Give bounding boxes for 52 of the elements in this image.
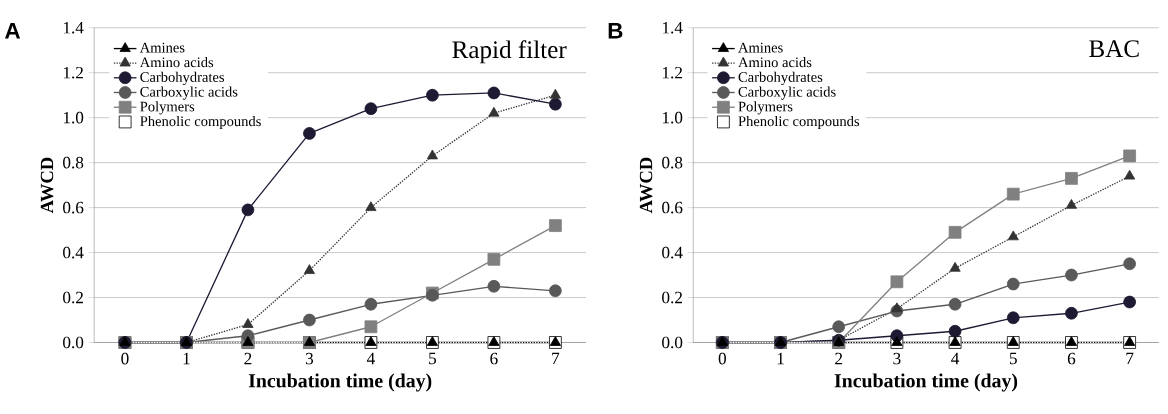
chart-title: BAC <box>1089 40 1139 58</box>
x-tick-label: 7 <box>552 352 560 365</box>
y-tick-label: 0.4 <box>662 246 683 259</box>
legend-label: Amines <box>738 42 783 53</box>
x-axis-title: Incubation time (day) <box>248 373 432 392</box>
legend-label: Carbohydrates <box>140 71 225 86</box>
legend-label: Carboxylic acids <box>140 86 238 100</box>
x-tick-label: 1 <box>183 352 190 365</box>
y-tick-label: 1.0 <box>63 111 84 124</box>
y-tick-label: 1.2 <box>662 66 682 79</box>
x-tick-label: 5 <box>1009 352 1017 365</box>
legend-label: Amino acids <box>139 57 214 68</box>
x-tick-label: 3 <box>893 352 901 365</box>
legend-label: Polymers <box>738 101 793 115</box>
x-tick-label: 2 <box>244 352 252 365</box>
y-tick-label: 0.6 <box>63 201 84 214</box>
y-tick-label: 0.8 <box>662 156 683 169</box>
legend-label: Phenolic compounds <box>140 115 261 130</box>
y-tick-label: 0.2 <box>63 291 83 304</box>
x-tick-label: 7 <box>1126 352 1134 365</box>
x-tick-label: 0 <box>121 352 129 365</box>
y-tick-label: 1.2 <box>63 66 83 79</box>
text: B <box>608 23 623 39</box>
legend-label: Carbohydrates <box>738 71 823 86</box>
x-tick-label: 5 <box>429 352 437 365</box>
y-tick-label: 0.6 <box>662 201 683 214</box>
y-tick-label: 0.4 <box>63 246 84 259</box>
legend-label: Carboxylic acids <box>738 86 836 100</box>
text: A <box>4 23 21 39</box>
x-tick-label: 4 <box>366 352 375 365</box>
y-axis-title: AWCD <box>40 157 54 214</box>
y-tick-label: 1.0 <box>662 111 683 124</box>
legend-label: Phenolic compounds <box>738 115 860 130</box>
x-tick-label: 6 <box>1067 352 1076 365</box>
x-tick-label: 1 <box>777 352 784 365</box>
legend-label: Polymers <box>140 101 195 115</box>
y-tick-label: 0.0 <box>662 336 683 349</box>
chart-title: Rapid filter <box>452 40 567 64</box>
x-tick-label: 6 <box>490 352 498 365</box>
legend-label: Amino acids <box>738 57 812 68</box>
x-tick-label: 3 <box>305 352 314 365</box>
y-tick-label: 0.8 <box>63 156 84 169</box>
y-tick-label: 0.0 <box>63 336 84 349</box>
y-tick-label: 1.4 <box>63 22 84 34</box>
x-tick-label: 4 <box>951 352 960 365</box>
x-tick-label: 0 <box>718 352 726 365</box>
y-axis-title: AWCD <box>639 157 653 214</box>
x-axis-title: Incubation time (day) <box>834 373 1018 392</box>
y-tick-label: 0.2 <box>662 291 682 304</box>
legend-label: Amines <box>139 42 185 53</box>
x-tick-label: 2 <box>835 352 843 365</box>
y-tick-label: 1.4 <box>662 22 683 34</box>
